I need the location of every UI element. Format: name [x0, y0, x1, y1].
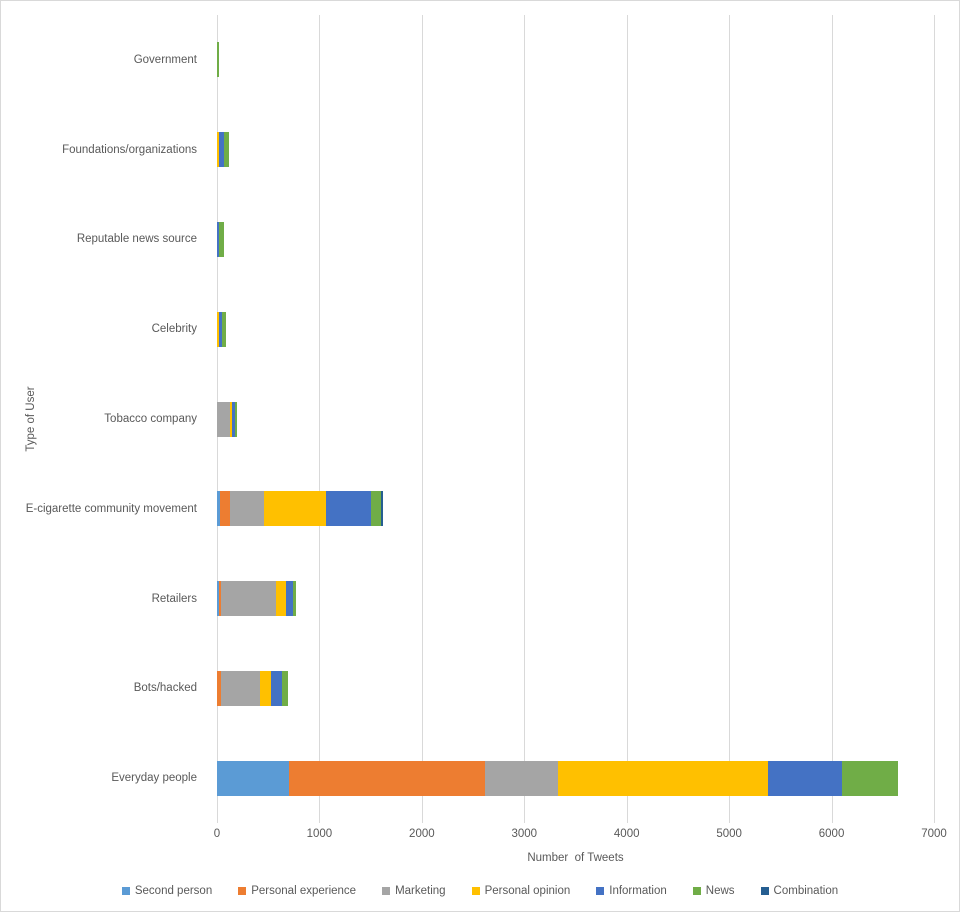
bar-segment	[217, 491, 220, 527]
legend-item: Information	[596, 885, 667, 897]
gridline	[421, 15, 423, 823]
bar-segment	[217, 670, 221, 706]
bar-segment	[263, 491, 327, 527]
category-label: Everyday people	[111, 772, 197, 785]
legend-item: News	[692, 885, 735, 897]
bar-row	[217, 132, 934, 168]
legend-label: Personal opinion	[484, 885, 571, 897]
bar-segment	[232, 401, 235, 437]
legend-label: News	[705, 885, 735, 897]
bar-segment	[229, 491, 264, 527]
x-axis-title: Number of Tweets	[527, 852, 624, 864]
bar-segment	[485, 760, 559, 796]
bar-segment	[219, 221, 224, 257]
bar-row	[217, 221, 934, 257]
bar-segment	[217, 581, 219, 617]
x-tick-label: 6000	[818, 828, 845, 840]
legend-swatch	[760, 887, 769, 895]
legend-label: Combination	[773, 885, 839, 897]
legend-item: Combination	[760, 885, 839, 897]
bar-segment	[217, 311, 220, 347]
bar-segment	[286, 581, 294, 617]
bar-segment	[276, 581, 287, 617]
legend-label: Marketing	[395, 885, 446, 897]
bar-row	[217, 42, 934, 78]
legend-item: Marketing	[382, 885, 446, 897]
bar-segment	[221, 581, 277, 617]
bar-segment	[381, 491, 384, 527]
category-label: Celebrity	[151, 323, 197, 336]
legend-label: Second person	[134, 885, 213, 897]
legend-swatch	[471, 887, 480, 895]
bar-segment	[260, 670, 271, 706]
bar-segment	[270, 670, 282, 706]
legend-item: Personal experience	[238, 885, 356, 897]
category-label: Foundations/organizations	[62, 143, 197, 156]
bar-row	[217, 401, 934, 437]
bar-segment	[293, 581, 296, 617]
gridline	[831, 15, 833, 823]
gridline	[319, 15, 321, 823]
bar-segment	[217, 132, 219, 168]
category-axis: Government Foundations/organizations Reput…	[1, 15, 207, 823]
bar-segment	[767, 760, 843, 796]
plot-area	[217, 15, 935, 823]
bar-segment	[219, 491, 230, 527]
bar-segment	[220, 670, 260, 706]
bar-segment	[558, 760, 768, 796]
legend-label: Information	[609, 885, 667, 897]
bar-row	[217, 581, 934, 617]
bar-segment	[842, 760, 898, 796]
legend-swatch	[692, 887, 701, 895]
category-label: Government	[133, 53, 197, 66]
x-tick-label: 0	[213, 828, 221, 840]
legend-swatch	[238, 887, 247, 895]
gridline	[524, 15, 526, 823]
category-label: Retailers	[151, 592, 197, 605]
bar-segment	[221, 311, 226, 347]
bar-row	[217, 670, 934, 706]
x-tick-label: 4000	[613, 828, 640, 840]
legend-label: Personal experience	[251, 885, 357, 897]
legend-swatch	[121, 887, 130, 895]
category-label: E-cigarette community movement	[25, 502, 197, 515]
bar-segment	[281, 670, 288, 706]
gridline	[626, 15, 628, 823]
legend: Second person Personal experience Marketin…	[1, 885, 959, 897]
bar-segment	[218, 132, 224, 168]
bar-segment	[217, 42, 220, 78]
x-tick-label: 1000	[306, 828, 333, 840]
category-label: Tobacco company	[104, 413, 197, 425]
x-tick-label: 2000	[409, 828, 435, 840]
category-label: Reputable news source	[76, 233, 197, 246]
bar-segment	[217, 760, 289, 796]
bar-segment	[370, 491, 382, 527]
bar-segment	[288, 760, 486, 796]
category-label: Bots/hacked	[133, 682, 197, 695]
legend-item: Second person	[121, 885, 213, 897]
bar-segment	[219, 311, 222, 347]
bar-row	[217, 491, 934, 527]
bar-segment	[234, 401, 237, 437]
x-tick-label: 3000	[511, 828, 538, 840]
bar-segment	[223, 132, 229, 168]
bar-segment	[217, 221, 220, 257]
x-tick-label: 5000	[716, 828, 742, 840]
bar-segment	[217, 401, 230, 437]
bar-segment	[229, 401, 233, 437]
legend-swatch	[596, 887, 605, 895]
x-tick-label: 7000	[921, 828, 947, 840]
gridline	[934, 15, 935, 823]
gridline	[729, 15, 731, 823]
legend-item: Personal opinion	[471, 885, 571, 897]
bar-row	[217, 760, 934, 796]
bar-segment	[326, 491, 371, 527]
bar-row	[217, 311, 934, 347]
legend-swatch	[382, 887, 391, 895]
bar-segment	[218, 581, 222, 617]
